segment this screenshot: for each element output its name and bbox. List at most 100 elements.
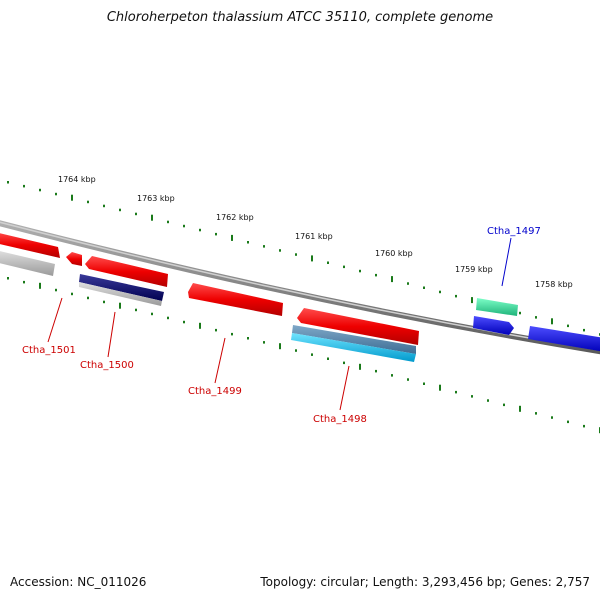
genome-summary-text: Topology: circular; Length: 3,293,456 bp…	[260, 575, 590, 589]
inner-tick	[535, 412, 537, 415]
inner-tick	[359, 363, 361, 370]
outer-tick	[7, 181, 9, 184]
inner-tick	[375, 369, 377, 373]
outer-tick	[71, 194, 73, 201]
inner-tick	[183, 320, 185, 324]
leader-ctha1501	[47, 297, 63, 343]
outer-tick	[295, 253, 297, 256]
gene-ctha1500-gray[interactable]	[79, 282, 162, 306]
inner-tick	[23, 280, 25, 284]
outer-tick	[135, 212, 137, 216]
inner-tick	[295, 349, 297, 352]
genome-backbone	[0, 220, 600, 355]
outer-tick	[519, 311, 521, 315]
inner-tick	[471, 395, 473, 398]
gene-ctha1498-red[interactable]	[297, 308, 419, 345]
outer-tick	[55, 192, 57, 196]
outer-tick	[583, 328, 585, 332]
outer-tick	[327, 261, 329, 264]
gene-ctha1499[interactable]	[188, 283, 283, 316]
leader-ctha1500	[107, 311, 116, 358]
gene-ctha1498-cyan[interactable]	[291, 333, 416, 362]
gene-arrow-left-red[interactable]	[0, 232, 60, 258]
gene-blue-2[interactable]	[528, 326, 600, 352]
gene-label-ctha1501[interactable]: Ctha_1501	[22, 345, 76, 356]
inner-tick	[55, 288, 57, 292]
gene-ctha1500-red[interactable]	[85, 256, 168, 287]
inner-tick	[503, 403, 505, 407]
inner-tick	[119, 302, 121, 309]
outer-tick	[359, 269, 361, 273]
inner-tick	[7, 277, 9, 280]
inner-tick	[567, 420, 569, 424]
inner-scale-ticks	[7, 277, 600, 434]
gene-ctha1498-steel[interactable]	[292, 325, 416, 354]
leader-ctha1497	[501, 237, 512, 287]
outer-tick	[423, 286, 425, 289]
gene-label-ctha1497[interactable]: Ctha_1497	[487, 226, 541, 237]
gene-ctha1497[interactable]	[476, 298, 518, 316]
gene-label-ctha1500[interactable]: Ctha_1500	[80, 360, 134, 371]
inner-tick	[327, 357, 329, 360]
inner-tick	[391, 374, 393, 377]
leader-ctha1498	[339, 365, 350, 411]
outer-tick	[407, 282, 409, 285]
gene-band-left-gray[interactable]	[0, 250, 55, 276]
outer-tick	[167, 220, 169, 224]
scale-label-1761: 1761 kbp	[295, 232, 333, 241]
inner-tick	[519, 405, 521, 412]
scale-label-1760: 1760 kbp	[375, 249, 413, 258]
outer-tick	[231, 234, 233, 241]
outer-tick	[455, 294, 457, 298]
inner-tick	[39, 282, 41, 289]
inner-tick	[103, 300, 105, 304]
inner-tick	[279, 343, 281, 350]
scale-label-1762: 1762 kbp	[216, 213, 254, 222]
outer-tick	[103, 204, 105, 208]
inner-tick	[135, 308, 137, 312]
inner-tick	[231, 332, 233, 336]
outer-scale-ticks	[7, 181, 600, 336]
scale-label-1758: 1758 kbp	[535, 280, 573, 289]
outer-tick	[151, 214, 153, 221]
outer-tick	[247, 241, 249, 244]
outer-tick	[535, 316, 537, 319]
outer-tick	[567, 324, 569, 328]
outer-tick	[471, 297, 473, 304]
outer-tick	[439, 290, 441, 294]
outer-tick	[215, 232, 217, 236]
outer-tick	[23, 184, 25, 188]
inner-tick	[487, 399, 489, 402]
inner-tick	[199, 322, 201, 329]
inner-tick	[343, 361, 345, 365]
inner-tick	[407, 378, 409, 381]
outer-tick	[551, 318, 553, 325]
map-title: Chloroherpeton thalassium ATCC 35110, co…	[106, 10, 494, 25]
outer-tick	[199, 228, 201, 232]
inner-tick	[583, 424, 585, 428]
inner-tick	[455, 390, 457, 394]
inner-tick	[247, 337, 249, 340]
gene-label-ctha1499[interactable]: Ctha_1499	[188, 386, 242, 397]
inner-tick	[551, 416, 553, 419]
outer-tick	[375, 273, 377, 277]
scale-label-1763: 1763 kbp	[137, 194, 175, 203]
outer-tick	[183, 224, 185, 228]
inner-tick	[87, 296, 89, 300]
outer-tick	[263, 245, 265, 248]
outer-tick	[39, 188, 41, 192]
gene-ctha1500-navy[interactable]	[79, 274, 164, 301]
gene-label-ctha1498[interactable]: Ctha_1498	[313, 414, 367, 425]
inner-tick	[439, 384, 441, 391]
outer-tick	[279, 249, 281, 252]
gene-blue-1[interactable]	[473, 316, 514, 335]
outer-tick	[343, 265, 345, 269]
inner-tick	[311, 353, 313, 356]
gene-ctha1501[interactable]	[66, 252, 82, 266]
outer-tick	[119, 208, 121, 212]
outer-tick	[311, 255, 313, 262]
inner-tick	[263, 341, 265, 344]
outer-tick	[87, 200, 89, 204]
inner-tick	[423, 382, 425, 385]
